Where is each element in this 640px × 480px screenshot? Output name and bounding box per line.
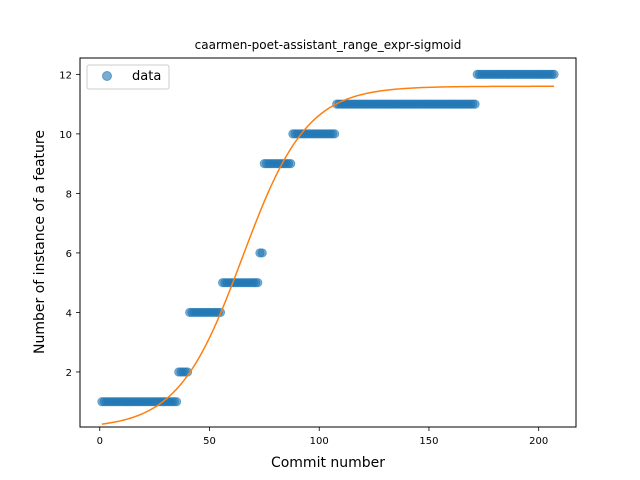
y-axis-label: Number of instance of a feature [32,130,48,354]
data-point [286,159,296,169]
y-tick-label: 10 [59,130,72,141]
y-tick-label: 8 [66,189,72,200]
x-tick-label: 50 [203,436,216,447]
plot-area [97,69,559,425]
data-point [171,397,182,407]
data-point [549,69,559,79]
y-tick-label: 6 [66,249,72,260]
x-axis-label: Commit number [271,455,385,471]
legend: data [86,64,170,90]
legend-box [86,64,170,90]
data-point [470,99,480,109]
chart-title: caarmen-poet-assistant_range_expr-sigmoi… [195,38,462,52]
sigmoid-fit-line [101,85,555,425]
legend-label-data: data [132,69,161,84]
x-tick-label: 200 [529,436,548,447]
axis-ticks: 0 50 100 150 200 2 4 6 8 10 12 [59,70,548,447]
axes-frame [79,57,577,428]
data-point [257,248,267,258]
data-point [329,129,340,139]
y-tick-label: 12 [59,70,72,81]
y-tick-label: 2 [66,368,72,379]
legend-marker-data [102,71,112,81]
y-tick-label: 4 [66,308,72,319]
x-tick-label: 100 [310,436,329,447]
x-tick-label: 150 [419,436,438,447]
x-tick-label: 0 [97,436,103,447]
data-point [253,278,263,288]
